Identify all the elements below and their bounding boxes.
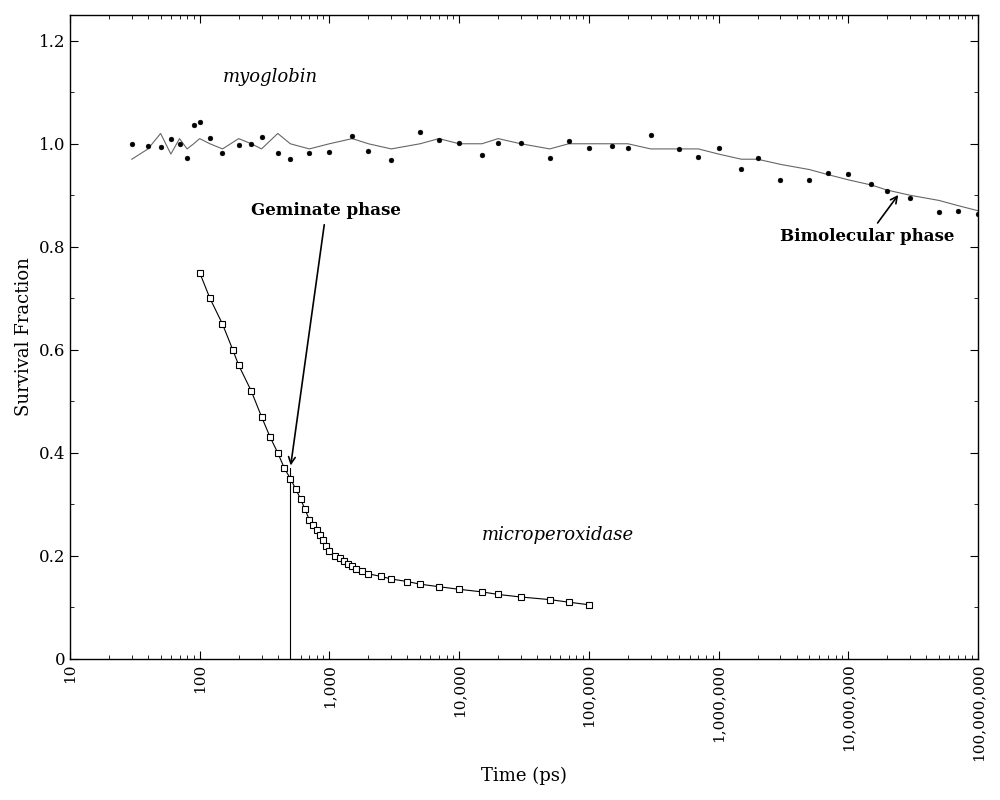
Text: myoglobin: myoglobin xyxy=(222,68,318,86)
Text: microperoxidase: microperoxidase xyxy=(482,526,634,544)
X-axis label: Time (ps): Time (ps) xyxy=(481,766,567,785)
Text: Bimolecular phase: Bimolecular phase xyxy=(780,197,955,245)
Text: Geminate phase: Geminate phase xyxy=(251,202,401,464)
Y-axis label: Survival Fraction: Survival Fraction xyxy=(15,258,33,416)
